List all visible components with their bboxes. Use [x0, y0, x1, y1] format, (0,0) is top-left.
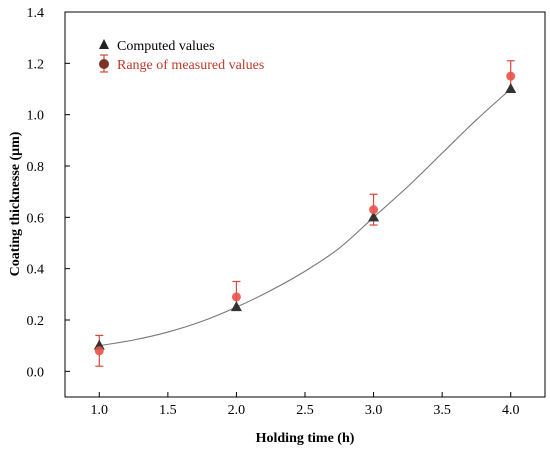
- measured-value-point: [231, 292, 241, 302]
- fit-curve-line: [99, 88, 512, 347]
- computed-value-point: [505, 83, 517, 93]
- y-tick-label: 1.2: [27, 57, 45, 72]
- marker-layer: [93, 71, 517, 356]
- computed-value-point: [93, 339, 105, 350]
- x-tick-label: 1.0: [91, 403, 109, 418]
- legend-triangle-marker: [99, 39, 109, 49]
- y-axis-ticks: 0.0 0.2 0.4 0.6 0.8 1.0 1.2 1.4: [27, 6, 70, 380]
- x-axis-ticks: 1.0 1.5 2.0 2.5 3.0 3.5 4.0: [91, 392, 520, 418]
- legend-label-computed: Computed values: [117, 39, 215, 54]
- y-tick-label: 0.4: [27, 263, 45, 278]
- x-tick-label: 3.0: [365, 403, 383, 418]
- fit-curve-layer: [99, 88, 512, 347]
- x-tick-label: 2.0: [228, 403, 246, 418]
- legend-label-measured: Range of measured values: [117, 58, 264, 73]
- x-tick-label: 1.5: [159, 403, 177, 418]
- computed-value-point: [230, 301, 242, 312]
- legend-circle-marker: [99, 59, 109, 69]
- y-tick-label: 0.8: [27, 160, 45, 175]
- y-tick-label: 0.0: [27, 365, 45, 380]
- x-tick-label: 2.5: [296, 403, 314, 418]
- y-tick-label: 1.0: [27, 109, 45, 124]
- y-tick-label: 0.2: [27, 314, 45, 329]
- y-tick-label: 1.4: [27, 6, 45, 21]
- x-tick-label: 3.5: [433, 403, 451, 418]
- y-axis-label: Coating thicknesse (μm): [8, 131, 23, 276]
- computed-value-point: [368, 211, 380, 222]
- x-axis-label: Holding time (h): [256, 431, 355, 446]
- x-tick-label: 4.0: [502, 403, 520, 418]
- errorbar-layer: [95, 60, 515, 367]
- legend: Computed values Range of measured values: [99, 39, 264, 73]
- measured-value-point: [506, 71, 516, 81]
- measured-value-point: [94, 346, 104, 356]
- measured-value-point: [369, 205, 379, 215]
- y-tick-label: 0.6: [27, 211, 45, 226]
